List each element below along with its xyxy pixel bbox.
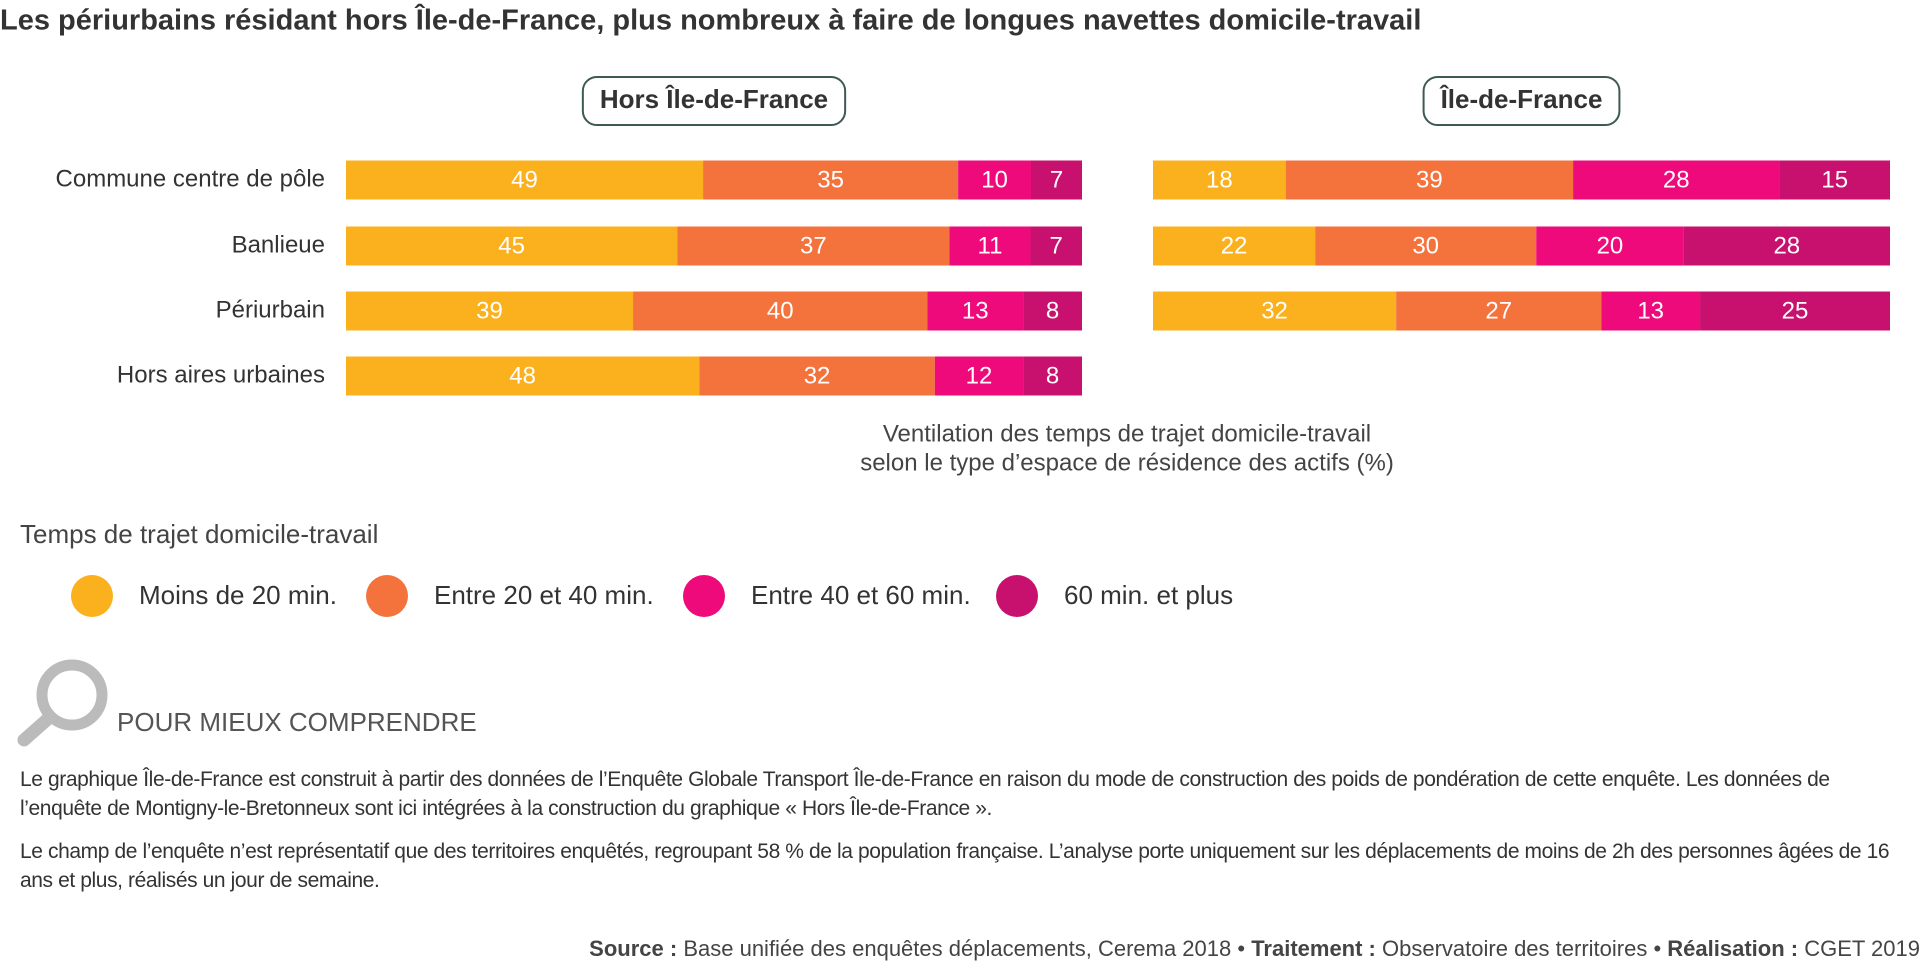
legend-label: Entre 20 et 40 min. xyxy=(434,580,654,610)
category-label: Commune centre de pôle xyxy=(56,165,325,192)
panel-title: Île-de-France xyxy=(1439,84,1603,114)
notes-heading: POUR MIEUX COMPRENDRE xyxy=(117,707,477,737)
value-label: 25 xyxy=(1782,297,1809,324)
bar-segment xyxy=(958,160,1031,200)
note-paragraph: Le champ de l’enquête n’est représentati… xyxy=(20,840,1890,892)
legend-label: 60 min. et plus xyxy=(1064,580,1233,610)
value-label: 39 xyxy=(476,297,503,324)
separator xyxy=(1231,936,1251,961)
bar-segment xyxy=(1683,226,1890,266)
value-label: 39 xyxy=(1416,166,1443,193)
bar-segment xyxy=(346,291,634,331)
source-text: CGET 2019 xyxy=(1804,936,1920,961)
notes: Le graphique Île-de-France est construit… xyxy=(20,765,1910,909)
value-label: 7 xyxy=(1050,232,1063,259)
value-label: 27 xyxy=(1485,297,1512,324)
legend-label: Moins de 20 min. xyxy=(139,580,337,610)
note-paragraph: Le graphique Île-de-France est construit… xyxy=(20,768,1830,820)
value-label: 30 xyxy=(1412,232,1439,259)
bar-segment xyxy=(1023,356,1082,396)
bar-segment xyxy=(1030,160,1082,200)
chart-caption: selon le type d’espace de résidence des … xyxy=(860,449,1394,476)
value-label: 8 xyxy=(1046,362,1059,389)
bar-segment xyxy=(1285,160,1574,200)
value-label: 22 xyxy=(1221,232,1248,259)
source-text: Base unifiée des enquêtes déplacements, … xyxy=(683,936,1232,961)
separator xyxy=(1647,936,1667,961)
bar-segment xyxy=(1536,226,1684,266)
value-label: 20 xyxy=(1597,232,1624,259)
bar-segment xyxy=(1153,291,1397,331)
chart-caption: Ventilation des temps de trajet domicile… xyxy=(883,420,1371,447)
magnifier-icon xyxy=(17,659,108,747)
bar-segment xyxy=(677,226,950,266)
value-label: 28 xyxy=(1663,166,1690,193)
value-label: 32 xyxy=(1261,297,1288,324)
legend-swatch xyxy=(366,575,408,617)
value-label: 13 xyxy=(962,297,989,324)
legend-swatch xyxy=(71,575,113,617)
bar-segment xyxy=(1601,291,1701,331)
panel-title: Hors Île-de-France xyxy=(600,84,828,114)
bar-segment xyxy=(1030,226,1082,266)
bar-segment xyxy=(346,226,678,266)
value-label: 13 xyxy=(1637,297,1664,324)
source-label: Source : xyxy=(589,936,678,961)
category-label: Hors aires urbaines xyxy=(117,361,325,388)
bar-segment xyxy=(699,356,935,396)
value-label: 49 xyxy=(511,166,538,193)
value-label: 10 xyxy=(981,166,1008,193)
bar-segment xyxy=(949,226,1031,266)
value-label: 8 xyxy=(1046,297,1059,324)
bar-segment xyxy=(927,291,1024,331)
value-label: 11 xyxy=(978,232,1003,259)
bar-segment xyxy=(1153,226,1316,266)
value-label: 45 xyxy=(498,232,525,259)
legend-label: Entre 40 et 60 min. xyxy=(751,580,971,610)
bar-segment xyxy=(703,160,959,200)
bar-segment xyxy=(1396,291,1602,331)
page-title: Les périurbains résidant hors Île-de-Fra… xyxy=(0,3,1421,37)
panel-title-box xyxy=(581,76,847,126)
bar-segment xyxy=(934,356,1024,396)
bar-segment xyxy=(1779,160,1890,200)
legend-swatch xyxy=(996,575,1038,617)
value-label: 32 xyxy=(804,362,831,389)
bar-segment xyxy=(1153,160,1286,200)
source-label: Traitement : xyxy=(1251,936,1376,961)
value-label: 7 xyxy=(1050,166,1063,193)
bar-segment xyxy=(346,160,704,200)
legend-swatch xyxy=(683,575,725,617)
bar-segment xyxy=(1573,160,1780,200)
value-label: 40 xyxy=(767,297,794,324)
value-label: 18 xyxy=(1206,166,1233,193)
bar-segment xyxy=(1315,226,1537,266)
value-label: 35 xyxy=(817,166,844,193)
source-label: Réalisation : xyxy=(1667,936,1799,961)
bar-segment xyxy=(1700,291,1890,331)
bar-segment xyxy=(346,356,700,396)
panel-title-box xyxy=(1422,76,1621,126)
value-label: 28 xyxy=(1773,232,1800,259)
value-label: 12 xyxy=(966,362,993,389)
category-label: Périurbain xyxy=(216,296,325,323)
source-text: Observatoire des territoires xyxy=(1382,936,1648,961)
category-label: Banlieue xyxy=(232,231,325,258)
bar-segment xyxy=(1023,291,1082,331)
value-label: 37 xyxy=(800,232,827,259)
source-line: Source : Base unifiée des enquêtes dépla… xyxy=(589,936,1920,962)
legend-title: Temps de trajet domicile-travail xyxy=(20,519,378,549)
bar-segment xyxy=(633,291,928,331)
value-label: 15 xyxy=(1821,166,1848,193)
value-label: 48 xyxy=(509,362,536,389)
